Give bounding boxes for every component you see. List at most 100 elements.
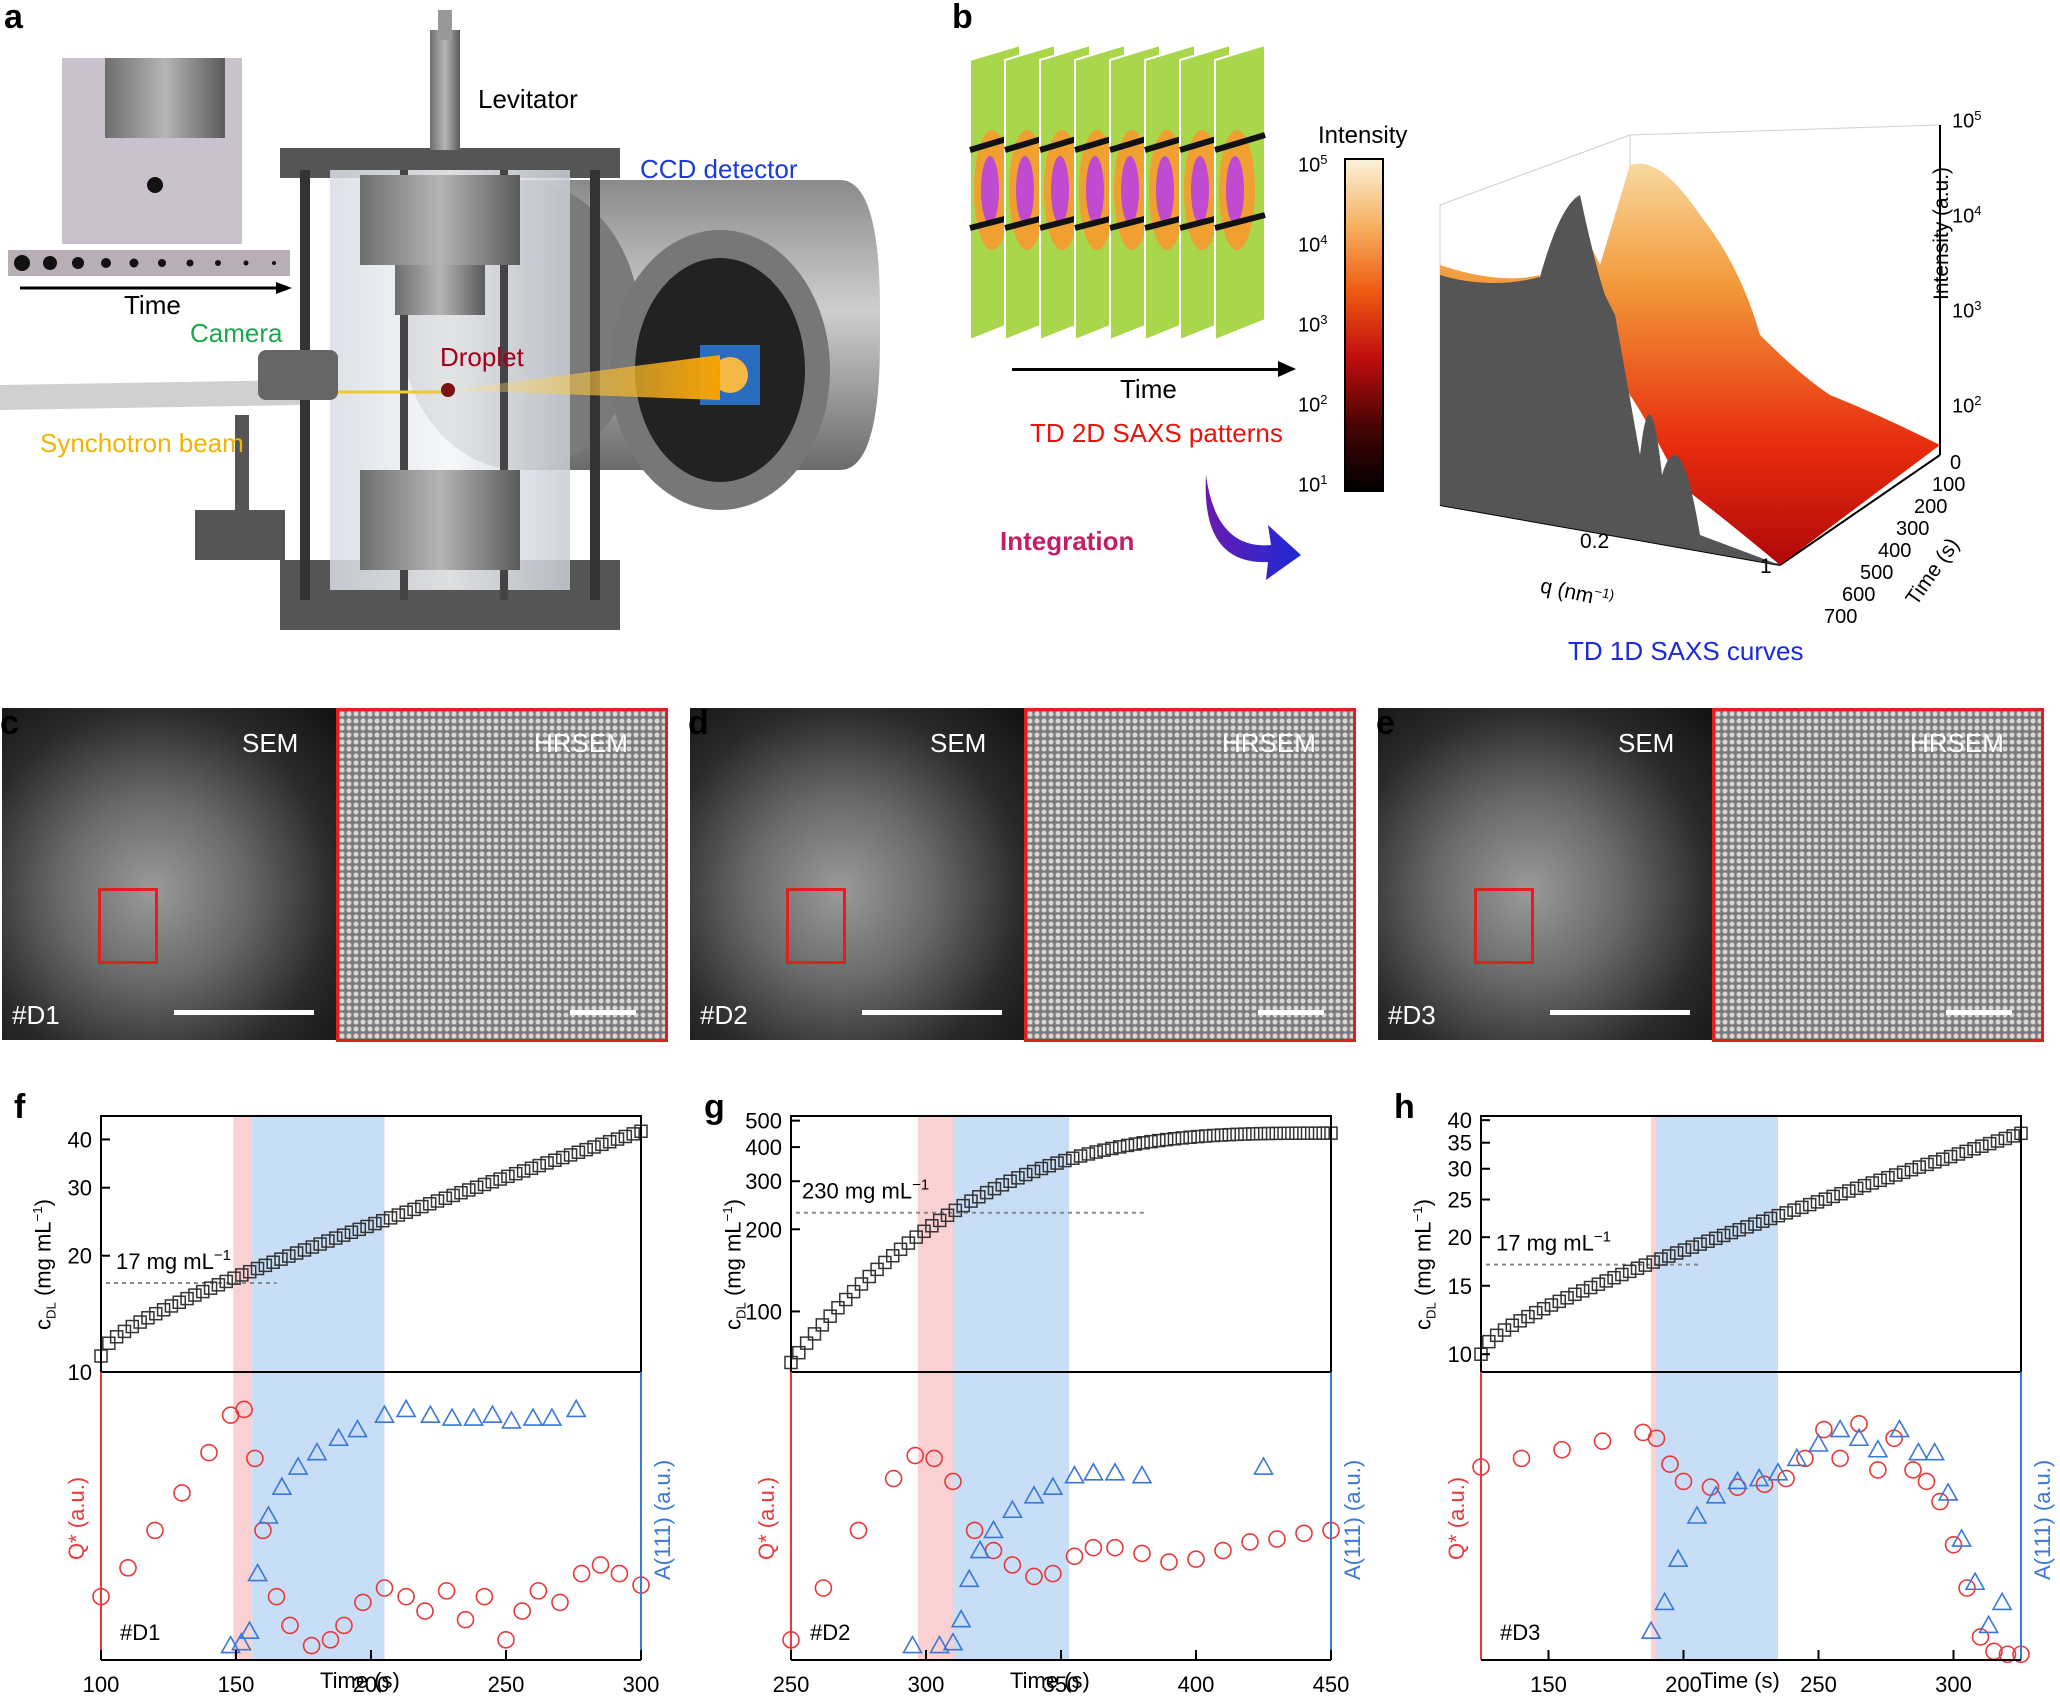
cdl-point	[1026, 1164, 1041, 1179]
ytick-label: 40	[1448, 1108, 1472, 1133]
time-label-b: Time	[1120, 374, 1177, 404]
annotation-exp: −1	[912, 1177, 929, 1194]
cdl-point	[1292, 1126, 1307, 1140]
cdl-point	[329, 1231, 343, 1245]
cdl-point	[1943, 1149, 1958, 1164]
hrsem-scale-bar	[570, 1010, 636, 1015]
cdl-point	[297, 1243, 312, 1257]
a111-point	[247, 1562, 268, 1582]
cdl-point	[948, 1203, 963, 1218]
a111-point	[1786, 1447, 1808, 1467]
a111-point	[950, 1609, 972, 1628]
cdl-point	[1701, 1234, 1715, 1248]
cdl-point	[815, 1318, 830, 1332]
a111-point	[902, 1634, 923, 1654]
cdl-point	[1308, 1126, 1323, 1140]
cdl-point	[1654, 1252, 1668, 1266]
q-point	[354, 1593, 372, 1612]
q-point	[1160, 1553, 1178, 1571]
q-point	[497, 1631, 515, 1649]
cdl-point	[1607, 1270, 1621, 1285]
cdl-point	[1669, 1246, 1684, 1260]
xtick-label: 150	[218, 1672, 255, 1697]
cdl-point	[195, 1284, 210, 1299]
xtick-label: 300	[908, 1672, 945, 1697]
cdl-point	[266, 1255, 280, 1270]
a111-point	[395, 1398, 417, 1418]
cdl-point	[1959, 1144, 1973, 1159]
xtick-label: 100	[83, 1672, 120, 1697]
cdl-point	[1183, 1130, 1197, 1144]
cdl-point	[344, 1225, 359, 1239]
xtick-label: 350	[1043, 1672, 1080, 1697]
q-point	[321, 1631, 340, 1649]
cdl-point	[602, 1134, 617, 1149]
scale-bar	[174, 1010, 314, 1015]
cdl-point	[493, 1172, 507, 1186]
time-tick: 100	[1932, 474, 1966, 496]
q-point	[1755, 1475, 1774, 1494]
q-point	[944, 1472, 962, 1491]
q-point	[119, 1559, 137, 1577]
cdl-point	[1912, 1160, 1927, 1174]
camera-label: Camera	[190, 318, 283, 348]
cdl-point	[125, 1319, 140, 1334]
cdl-point	[1967, 1142, 1981, 1156]
time-label-a: Time	[124, 290, 181, 320]
cdl-point	[1521, 1309, 1535, 1324]
colorbar-tick: 105	[1298, 152, 1328, 177]
a111-point	[983, 1519, 1004, 1539]
scale-bar	[1550, 1010, 1690, 1015]
td-1d-saxs-label: TD 1D SAXS curves	[1568, 636, 1804, 666]
a111-point	[1002, 1499, 1023, 1519]
panel-letter: g	[704, 1088, 725, 1126]
q-point	[1777, 1469, 1795, 1488]
cdl-point	[1277, 1126, 1291, 1141]
a111-point	[1808, 1433, 1829, 1452]
a111-point	[1829, 1418, 1851, 1438]
q-point	[1084, 1538, 1103, 1557]
q-point	[475, 1587, 494, 1606]
cdl-point	[430, 1194, 445, 1208]
cdl-point	[391, 1208, 406, 1222]
a111-axis-label: A(111) (a.u.)	[650, 1459, 675, 1580]
a111-point	[1889, 1418, 1910, 1438]
cdl-point	[555, 1150, 570, 1165]
time-tick: 200	[1914, 496, 1948, 518]
ytick-label: 10	[68, 1360, 92, 1385]
a111-point	[239, 1620, 260, 1640]
q-point	[1187, 1550, 1205, 1568]
z-tick: 102	[1952, 393, 1982, 418]
cdl-point	[956, 1198, 970, 1213]
cdl-point	[587, 1140, 601, 1154]
cdl-point	[610, 1132, 625, 1146]
cdl-point	[1818, 1192, 1833, 1206]
q-point	[281, 1616, 299, 1635]
cdl-point	[305, 1240, 320, 1254]
cdl-point	[1560, 1291, 1574, 1305]
a111-point	[1705, 1485, 1727, 1504]
q-point	[551, 1593, 569, 1612]
q-point	[1214, 1541, 1232, 1560]
panel-letter: f	[14, 1088, 26, 1126]
sample-label: #D1	[120, 1620, 160, 1645]
q-point	[906, 1446, 924, 1465]
cdl-point	[571, 1145, 586, 1160]
x-axis-label: Time (s)	[1700, 1668, 1780, 1693]
ytick-label: 15	[1448, 1274, 1472, 1299]
cdl-point	[548, 1153, 562, 1167]
xtick-label: 200	[1665, 1672, 1702, 1697]
cdl-point	[1144, 1134, 1158, 1149]
a111-point	[328, 1427, 349, 1447]
integration-arrow-icon	[1196, 470, 1306, 580]
top-frame	[790, 1115, 1332, 1373]
q-point	[1850, 1415, 1868, 1433]
xtick-label: 150	[1530, 1672, 1567, 1697]
cdl-point	[360, 1219, 374, 1234]
cdl-point	[1763, 1211, 1778, 1226]
a111-point	[231, 1632, 252, 1651]
cdl-point	[1034, 1161, 1049, 1176]
cdl-point	[1928, 1155, 1942, 1169]
cdl-point	[964, 1194, 978, 1208]
time-tick: 600	[1842, 584, 1876, 606]
